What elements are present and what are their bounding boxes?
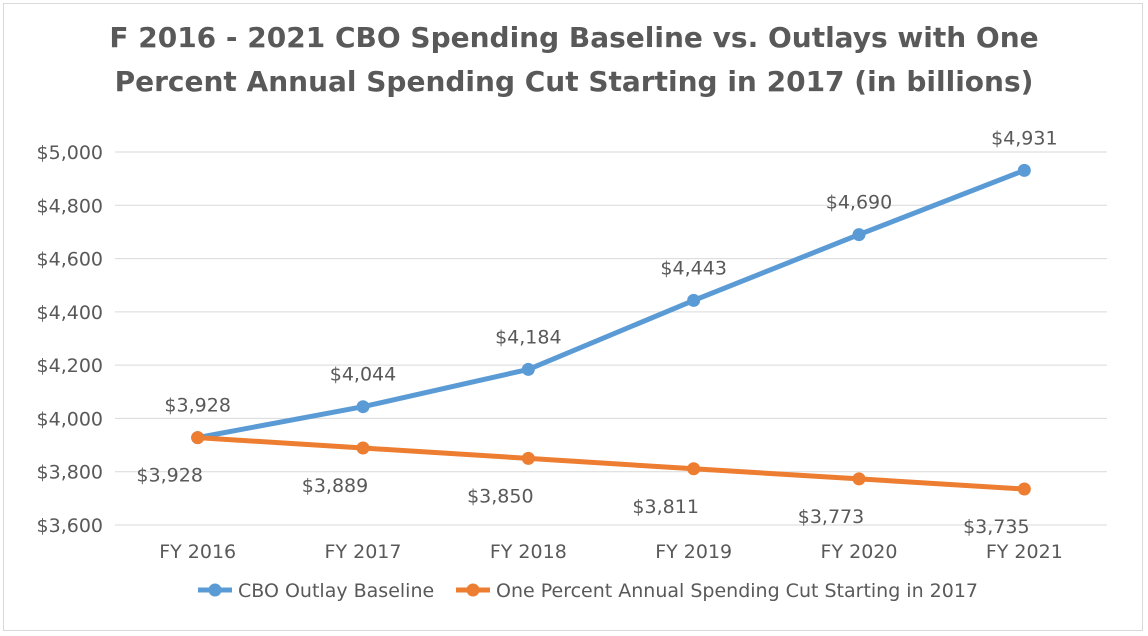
chart-title-line-2: Percent Annual Spending Cut Starting in …: [114, 65, 1034, 98]
series-2-data-label: $3,889: [302, 475, 368, 497]
x-tick-label: FY 2020: [821, 541, 898, 563]
series-line-2: [195, 435, 1027, 492]
series-1-data-label: $4,184: [495, 326, 561, 348]
series-1-data-label: $4,931: [991, 127, 1057, 149]
series-2-point: [356, 441, 370, 455]
series-1-point: [521, 362, 535, 376]
series-1-data-label: $4,443: [660, 257, 726, 279]
series-2-point: [687, 462, 701, 476]
y-tick-label: $5,000: [37, 142, 103, 164]
series-2-data-label: $3,773: [798, 506, 864, 528]
legend-marker-1: [208, 583, 222, 597]
series-2-data-label: $3,811: [632, 496, 698, 518]
data-labels: $3,928 $4,044 $4,184 $4,443 $4,690 $4,931 $3,9…: [136, 127, 1057, 538]
series-2-point: [1017, 482, 1031, 496]
legend-marker-2: [466, 583, 480, 597]
y-tick-label: $4,200: [37, 355, 103, 377]
series-1-data-label: $4,690: [826, 192, 892, 214]
y-tick-label: $3,800: [37, 462, 103, 484]
series-2-data-label: $3,850: [467, 485, 533, 507]
chart-title-line-1: F 2016 - 2021 CBO Spending Baseline vs. …: [109, 21, 1039, 54]
y-tick-label: $4,800: [37, 195, 103, 217]
legend-label-1: CBO Outlay Baseline: [238, 580, 434, 602]
y-tick-label: $4,000: [37, 408, 103, 430]
series-line-1: [195, 167, 1027, 441]
gridlines: [115, 151, 1107, 526]
series-1-data-label: $4,044: [330, 364, 396, 386]
series-1-point: [1017, 163, 1031, 177]
series-1-point: [852, 228, 866, 242]
legend: CBO Outlay Baseline One Percent Annual Sp…: [198, 580, 978, 602]
series-1-point: [356, 400, 370, 414]
series-1-data-label: $3,928: [164, 395, 230, 417]
series-layer: [191, 163, 1031, 496]
x-tick-label: FY 2016: [159, 541, 236, 563]
series-2-point: [521, 451, 535, 465]
series-2-data-label: $3,735: [963, 516, 1029, 538]
y-tick-label: $4,600: [37, 249, 103, 271]
x-tick-label: FY 2018: [490, 541, 567, 563]
series-2-data-label: $3,928: [136, 465, 202, 487]
x-tick-label: FY 2019: [655, 541, 732, 563]
series-1-point: [687, 293, 701, 307]
y-tick-label: $3,600: [37, 515, 103, 537]
y-axis-labels: $3,600 $3,800 $4,000 $4,200 $4,400 $4,600 $4,8…: [37, 142, 103, 537]
legend-label-2: One Percent Annual Spending Cut Starting…: [496, 580, 978, 602]
series-2-point: [191, 431, 205, 445]
x-axis-labels: FY 2016 FY 2017 FY 2018 FY 2019 FY 2020 FY 20…: [159, 541, 1063, 563]
y-tick-label: $4,400: [37, 302, 103, 324]
series-2-point: [852, 472, 866, 486]
x-tick-label: FY 2021: [986, 541, 1063, 563]
x-tick-label: FY 2017: [325, 541, 402, 563]
chart-frame: [3, 3, 1143, 631]
